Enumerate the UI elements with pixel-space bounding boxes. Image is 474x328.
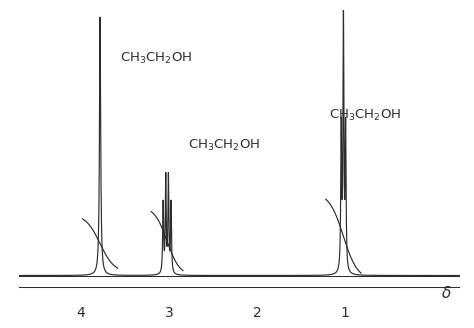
Text: CH$_3$CH$_2$OH: CH$_3$CH$_2$OH xyxy=(329,108,401,123)
Text: CH$_3$CH$_2$OH: CH$_3$CH$_2$OH xyxy=(120,51,192,67)
Text: $\delta$: $\delta$ xyxy=(441,285,452,301)
Text: CH$_3$CH$_2$OH: CH$_3$CH$_2$OH xyxy=(188,137,261,153)
